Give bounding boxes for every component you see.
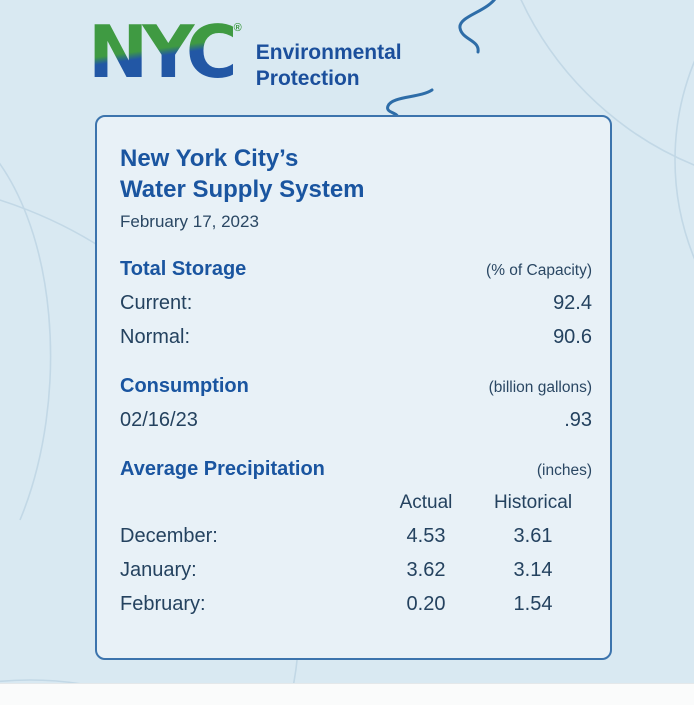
storage-current-label: Current: <box>120 292 193 314</box>
storage-current-value: 92.4 <box>553 292 592 314</box>
storage-row-normal: Normal: 90.6 <box>120 326 592 349</box>
storage-normal-value: 90.6 <box>553 326 592 348</box>
page-bottom-strip <box>0 683 694 705</box>
report-date: February 17, 2023 <box>120 212 259 231</box>
storage-row-current: Current: 92.4 <box>120 292 592 315</box>
precip-january-actual: 3.62 <box>406 559 446 581</box>
agency-name-line2: Protection <box>255 67 360 90</box>
consumption-heading: Consumption <box>120 375 249 397</box>
precipitation-unit: (inches) <box>536 462 592 479</box>
precip-february-historical: 1.54 <box>513 593 553 615</box>
total-storage-heading: Total Storage <box>120 258 247 280</box>
nyc-logo-wordmark: NYC <box>88 10 239 94</box>
consumption-date-label: 02/16/23 <box>120 409 198 431</box>
precipitation-section: Average Precipitation (inches) Actual Hi… <box>120 458 592 616</box>
precipitation-table: Actual Historical December: 4.53 3.61 Ja… <box>120 481 592 616</box>
consumption-value: .93 <box>564 409 592 431</box>
consumption-row: 02/16/23 .93 <box>120 409 592 432</box>
precip-row-february-label: February: <box>120 593 206 615</box>
river-line <box>386 0 496 120</box>
storage-normal-label: Normal: <box>120 326 191 348</box>
precip-december-historical: 3.61 <box>513 525 553 547</box>
precip-december-actual: 4.53 <box>406 525 446 547</box>
registered-trademark-symbol: ® <box>233 22 242 34</box>
precip-january-historical: 3.14 <box>513 559 553 581</box>
total-storage-unit: (% of Capacity) <box>486 262 592 279</box>
card-title: New York City’s Water Supply System <box>120 143 592 205</box>
card-title-line2: Water Supply System <box>120 176 365 203</box>
precip-row-january-label: January: <box>120 559 197 581</box>
precipitation-heading: Average Precipitation <box>120 458 325 480</box>
water-supply-card: New York City’s Water Supply System Febr… <box>95 115 612 660</box>
column-header-actual: Actual <box>399 492 453 513</box>
column-header-historical: Historical <box>493 492 573 513</box>
precip-february-actual: 0.20 <box>406 593 446 615</box>
consumption-unit: (billion gallons) <box>488 379 592 396</box>
agency-name: Environmental Protection <box>256 40 402 92</box>
agency-name-line1: Environmental <box>255 41 402 64</box>
consumption-section: Consumption (billion gallons) 02/16/23 .… <box>120 375 592 432</box>
card-title-line1: New York City’s <box>120 145 299 172</box>
precip-row-december-label: December: <box>120 525 218 547</box>
nyc-dep-logo: NYC ® Environmental Protection <box>88 14 402 92</box>
total-storage-section: Total Storage (% of Capacity) Current: 9… <box>120 258 592 349</box>
